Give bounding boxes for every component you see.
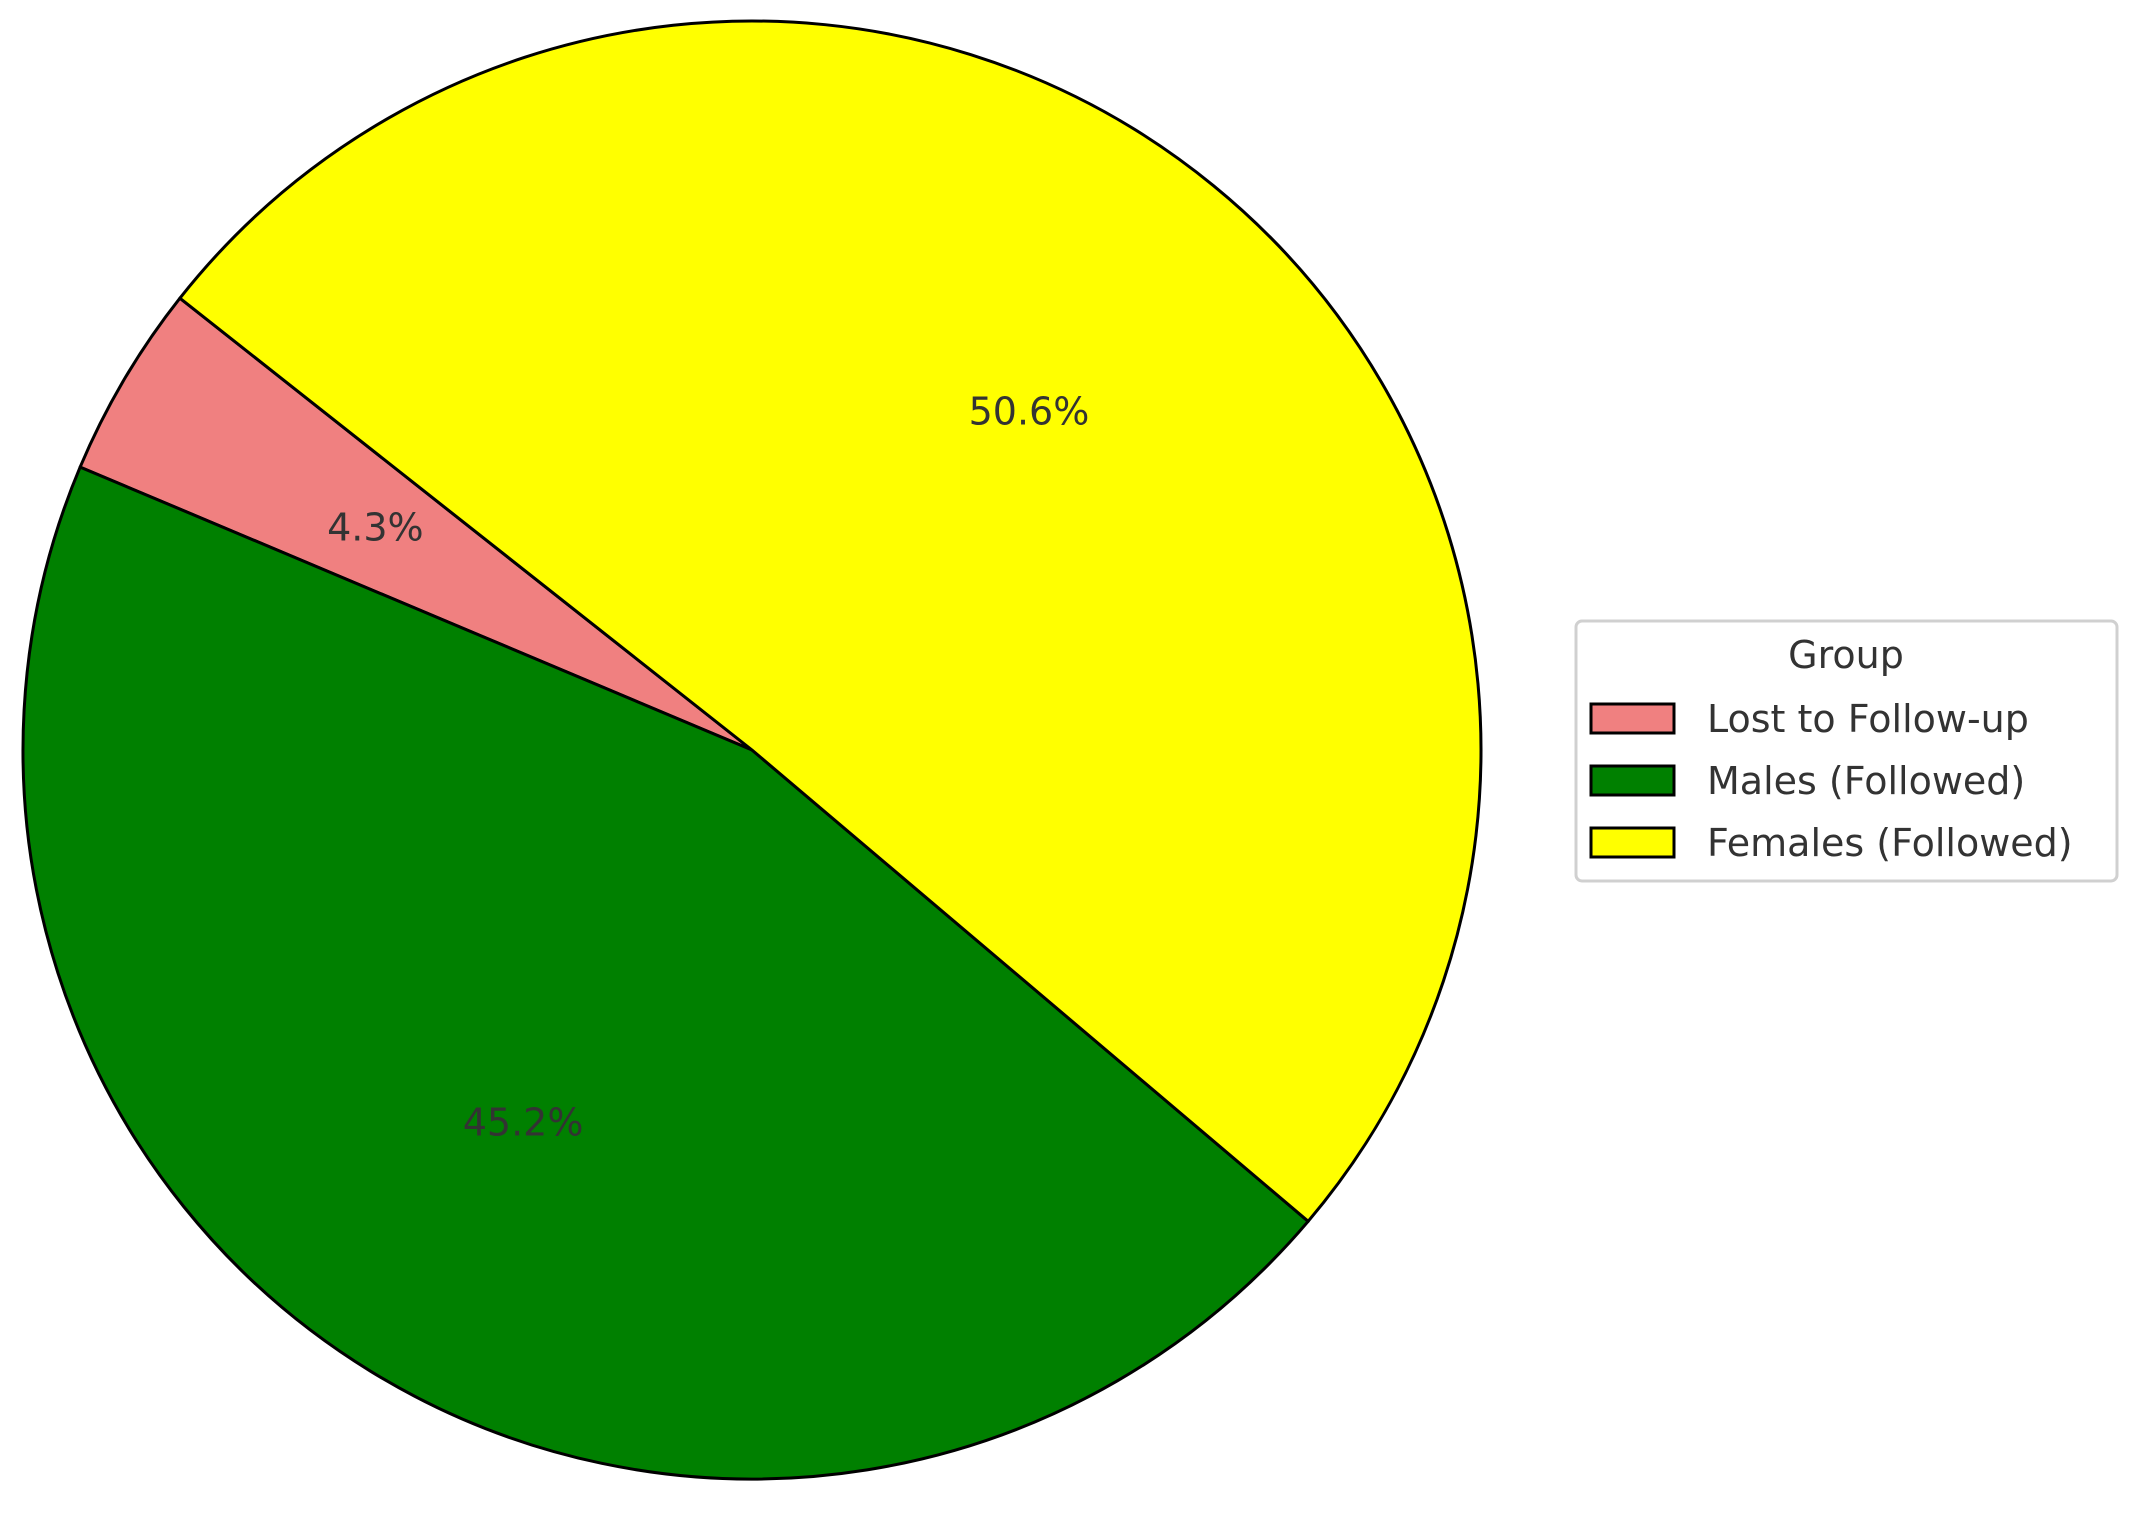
pie-slices xyxy=(21,19,1483,1481)
legend-label-lost-to-follow-up: Lost to Follow-up xyxy=(1707,697,2029,741)
legend-entries: Lost to Follow-up Males (Followed) Females… xyxy=(1589,697,2073,865)
legend-swatch-males-followed xyxy=(1589,764,1676,797)
legend: Group Lost to Follow-up Males (Followed) F… xyxy=(1574,619,2119,883)
legend-frame xyxy=(1574,619,2119,883)
legend-title: Group xyxy=(1788,633,1904,677)
pct-label-females-followed: 50.6% xyxy=(969,389,1090,433)
pct-label-lost-to-follow-up: 4.3% xyxy=(327,506,424,550)
percentage-labels: 4.3% 45.2% 50.6% xyxy=(327,389,1089,1144)
pie-slice-lost-to-follow-up xyxy=(78,296,754,752)
legend-label-females-followed: Females (Followed) xyxy=(1707,821,2073,865)
legend-swatch-lost-to-follow-up xyxy=(1589,702,1676,735)
legend-swatch-females-followed xyxy=(1589,826,1676,859)
pie-slice-males-followed xyxy=(21,465,1310,1481)
legend-label-males-followed: Males (Followed) xyxy=(1707,759,2025,803)
pct-label-males-followed: 45.2% xyxy=(463,1101,584,1145)
pie-slice-females-followed xyxy=(178,19,1483,1223)
